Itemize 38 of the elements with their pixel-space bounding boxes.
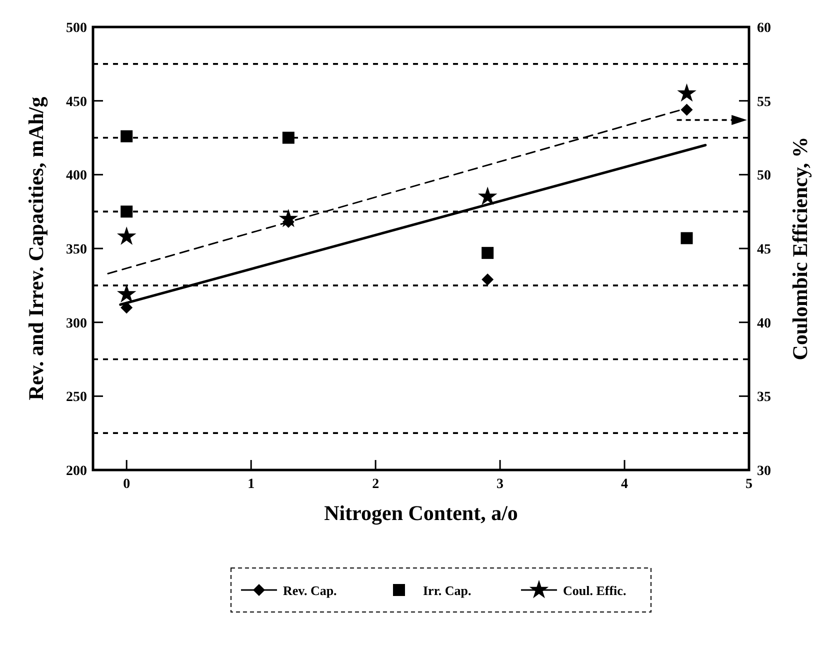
y2-tick-label: 30 — [757, 464, 771, 479]
y2-tick-label: 45 — [757, 242, 771, 258]
y-tick-label: 200 — [66, 464, 87, 479]
point — [120, 130, 133, 142]
legend-label: Irr. Cap. — [423, 583, 472, 598]
x-tick-label: 0 — [123, 477, 130, 492]
y-tick-label: 500 — [66, 21, 87, 36]
point — [482, 274, 494, 286]
y-axis-title: Rev. and Irrev. Capacities, mAh/g — [24, 96, 48, 400]
y-tick-label: 300 — [66, 316, 87, 332]
x-tick-label: 1 — [248, 477, 255, 492]
x-tick-label: 4 — [621, 477, 628, 492]
y-tick-label: 250 — [66, 390, 87, 406]
y2-tick-label: 55 — [757, 94, 771, 110]
point — [482, 246, 494, 259]
y2-tick-label: 35 — [757, 390, 771, 406]
point — [282, 132, 294, 144]
point — [120, 302, 133, 314]
point — [677, 83, 696, 102]
x-tick-label: 3 — [496, 477, 504, 492]
point — [116, 284, 136, 302]
legend-label: Coul. Effic. — [563, 583, 626, 598]
y-tick-label: 450 — [66, 94, 87, 110]
legend-label: Rev. Cap. — [283, 583, 337, 598]
x-tick-label: 5 — [746, 477, 752, 492]
y-tick-label: 350 — [66, 242, 87, 258]
y2-tick-label: 50 — [757, 168, 771, 184]
x-tick-label: 2 — [372, 477, 380, 492]
point — [680, 232, 693, 244]
y2-axis-title: Coulombic Efficiency, % — [788, 136, 812, 360]
point — [120, 206, 133, 218]
y2-tick-label: 60 — [757, 21, 771, 36]
point — [116, 226, 136, 245]
point — [680, 104, 693, 116]
point — [478, 186, 498, 206]
y2-tick-label: 40 — [757, 316, 771, 332]
y-tick-label: 400 — [66, 168, 87, 184]
x-axis-title: Nitrogen Content, a/o — [324, 501, 518, 525]
